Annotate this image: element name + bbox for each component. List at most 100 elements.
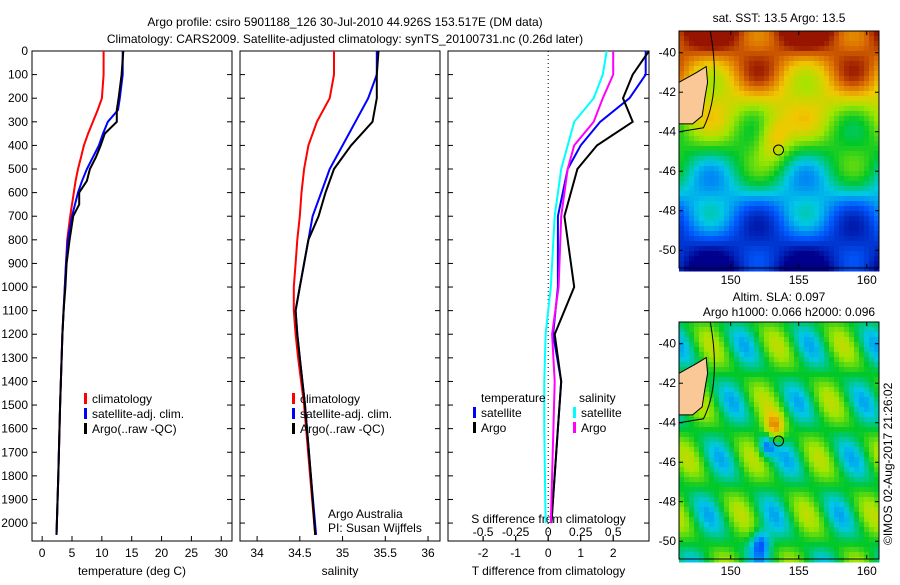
map-cell: [789, 111, 795, 117]
map-cell: [744, 156, 750, 162]
map-cell: [809, 231, 815, 237]
map-cell: [679, 41, 685, 47]
map-cell: [819, 61, 825, 67]
map-cell: [714, 126, 720, 132]
map-cell: [814, 171, 820, 177]
map-cell: [819, 176, 825, 182]
map-cell: [844, 492, 850, 498]
map-cell: [749, 236, 755, 242]
map-cell: [719, 121, 725, 127]
map-cell: [689, 347, 695, 353]
map-cell: [764, 61, 770, 67]
map-cell: [754, 216, 760, 222]
salinity-panel: 34 34.5 35 35.5 36salinityclimatologysatelli…: [239, 50, 441, 578]
map-cell: [714, 111, 720, 117]
map-cell: [699, 141, 705, 147]
map-cell: [869, 552, 875, 558]
map-cell: [759, 231, 765, 237]
map-cell: [799, 402, 805, 408]
map-frame: [678, 321, 880, 560]
map-cell: [754, 552, 760, 558]
map-cell: [814, 251, 820, 257]
map-cell: [804, 367, 810, 373]
legend-label: satellite-adj. clim.: [300, 407, 392, 421]
map-cell: [859, 246, 865, 252]
map-cell: [684, 131, 690, 137]
map-cell: [709, 447, 715, 453]
map-cell: [704, 557, 710, 563]
map-cell: [869, 422, 875, 428]
map-cell: [844, 467, 850, 473]
map-cell: [839, 151, 845, 157]
map-cell: [849, 261, 855, 267]
map-cell: [794, 347, 800, 353]
map-cell: [714, 357, 720, 363]
map-cell: [824, 221, 830, 227]
map-cell: [799, 186, 805, 192]
map-cell: [829, 121, 835, 127]
map-cell: [714, 221, 720, 227]
map-cell: [759, 71, 765, 77]
map-cell: [704, 256, 710, 262]
map-cell: [844, 387, 850, 393]
map-cell: [769, 547, 775, 553]
map-cell: [684, 507, 690, 513]
map-cell: [754, 181, 760, 187]
map-cell: [874, 91, 880, 97]
map-cell: [829, 156, 835, 162]
map-cell: [694, 422, 700, 428]
map-cell: [769, 196, 775, 202]
map-cell: [764, 407, 770, 413]
map-cell: [684, 176, 690, 182]
map-cell: [699, 181, 705, 187]
map-cell: [764, 557, 770, 563]
map-cell: [769, 41, 775, 47]
map-cell: [794, 101, 800, 107]
x-tick-label: 20: [155, 546, 169, 560]
map-cell: [819, 116, 825, 122]
map-cell: [694, 216, 700, 222]
map-cell: [814, 131, 820, 137]
map-cell: [749, 537, 755, 543]
map-cell: [849, 251, 855, 257]
map-cell: [699, 467, 705, 473]
map-cell: [799, 191, 805, 197]
map-cell: [744, 417, 750, 423]
map-cell: [709, 502, 715, 508]
map-cell: [724, 206, 730, 212]
map-cell: [809, 56, 815, 62]
map-cell: [834, 156, 840, 162]
map-cell: [684, 522, 690, 528]
map-cell: [744, 472, 750, 478]
map-cell: [784, 196, 790, 202]
map-cell: [724, 101, 730, 107]
map-cell: [729, 367, 735, 373]
map-cell: [804, 131, 810, 137]
map-cell: [724, 552, 730, 558]
map-cell: [789, 131, 795, 137]
map-cell: [729, 226, 735, 232]
map-cell: [794, 236, 800, 242]
map-cell: [804, 332, 810, 338]
map-cell: [819, 432, 825, 438]
map-cell: [719, 171, 725, 177]
map-cell: [819, 332, 825, 338]
map-cell: [704, 231, 710, 237]
map-cell: [729, 402, 735, 408]
lon-tick-label: 160: [857, 273, 877, 287]
map-cell: [864, 176, 870, 182]
map-cell: [784, 171, 790, 177]
map-cell: [854, 166, 860, 172]
map-cell: [719, 347, 725, 353]
map-cell: [689, 447, 695, 453]
map-cell: [794, 231, 800, 237]
map-cell: [814, 347, 820, 353]
map-cell: [789, 497, 795, 503]
map-cell: [779, 417, 785, 423]
map-cell: [744, 337, 750, 343]
map-cell: [719, 111, 725, 117]
map-cell: [789, 432, 795, 438]
map-cell: [774, 552, 780, 558]
map-cell: [699, 201, 705, 207]
map-cell: [744, 141, 750, 147]
